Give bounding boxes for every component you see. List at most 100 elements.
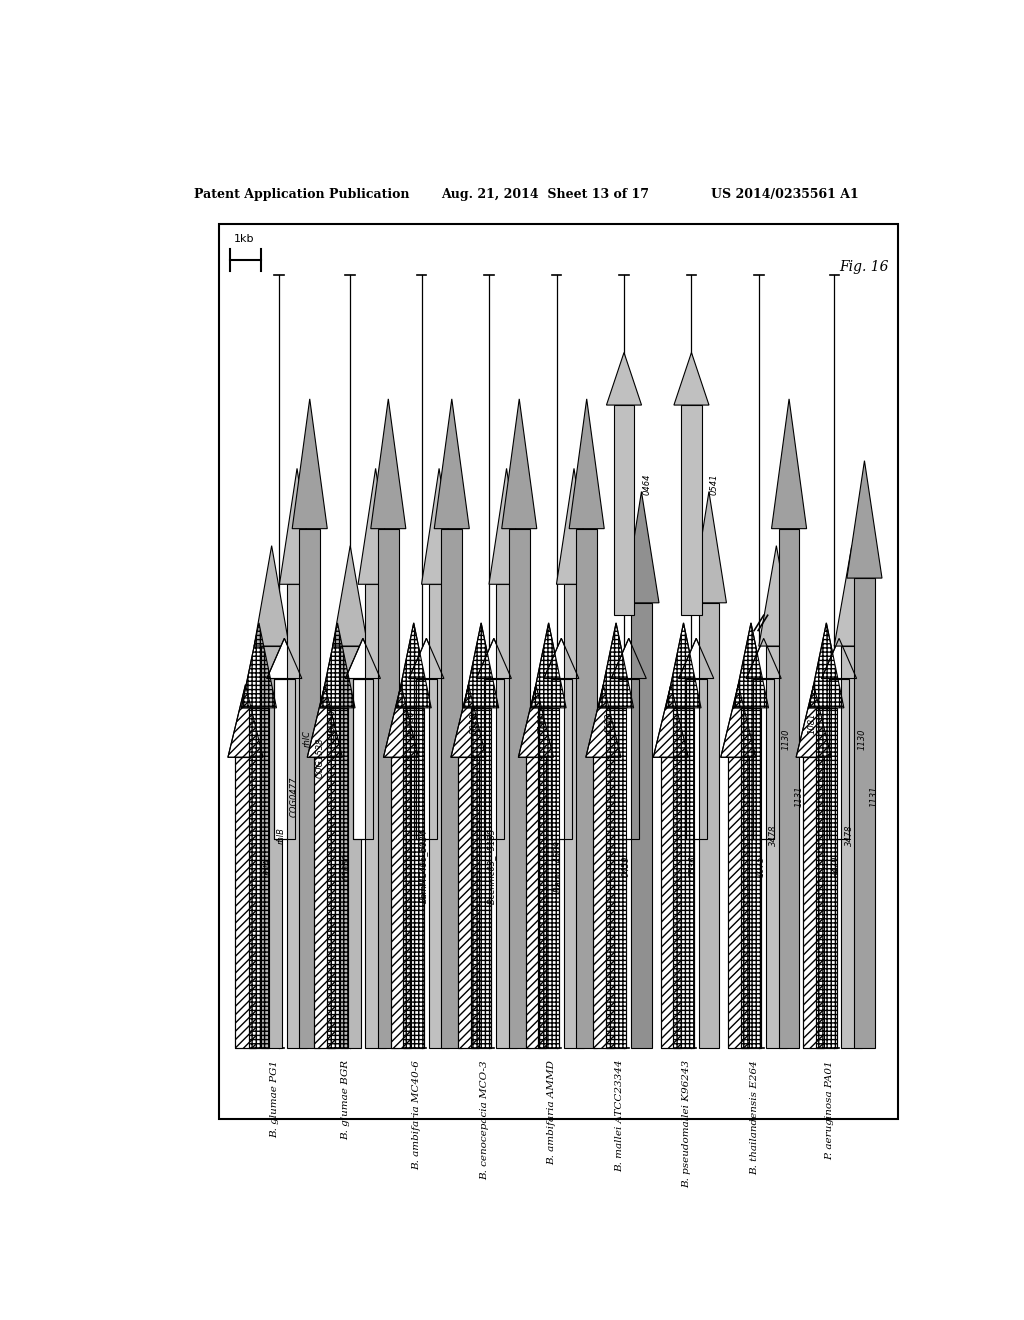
Bar: [816, 708, 837, 1048]
Bar: [754, 678, 774, 840]
Polygon shape: [396, 623, 431, 708]
Polygon shape: [345, 639, 381, 678]
Text: US 2014/0235561 A1: US 2014/0235561 A1: [712, 189, 859, 202]
Polygon shape: [531, 623, 566, 708]
Text: P. aeruginosa PA01: P. aeruginosa PA01: [825, 1060, 835, 1159]
Polygon shape: [733, 623, 769, 708]
Bar: [458, 758, 479, 1048]
Polygon shape: [476, 639, 511, 678]
Bar: [441, 528, 462, 1048]
Bar: [352, 678, 373, 840]
Bar: [458, 758, 479, 1048]
Text: rhlC: rhlC: [303, 730, 311, 747]
Text: B. pseudomallei K96243: B. pseudomallei K96243: [682, 1060, 691, 1188]
Text: 1075: 1075: [757, 855, 766, 876]
Bar: [804, 758, 824, 1048]
Bar: [842, 645, 862, 1048]
Bar: [261, 645, 282, 1048]
Bar: [618, 678, 639, 840]
Bar: [563, 585, 585, 1048]
Text: COG0477: COG0477: [290, 776, 299, 817]
Polygon shape: [409, 639, 444, 678]
Bar: [728, 758, 749, 1048]
Polygon shape: [383, 685, 419, 758]
Polygon shape: [674, 352, 709, 405]
Bar: [539, 708, 559, 1048]
Polygon shape: [598, 623, 634, 708]
Polygon shape: [267, 639, 302, 678]
Bar: [299, 528, 321, 1048]
Text: Fig. 16: Fig. 16: [839, 260, 888, 275]
Bar: [618, 678, 639, 840]
Polygon shape: [502, 399, 537, 528]
Bar: [778, 528, 800, 1048]
Polygon shape: [451, 685, 486, 758]
Polygon shape: [254, 545, 289, 645]
Bar: [340, 645, 360, 1048]
Bar: [236, 758, 256, 1048]
Text: 1081: 1081: [807, 713, 816, 734]
Bar: [328, 708, 348, 1048]
Polygon shape: [721, 685, 756, 758]
Bar: [551, 678, 571, 840]
Bar: [681, 405, 701, 615]
Bar: [287, 585, 307, 1048]
Bar: [804, 758, 824, 1048]
Polygon shape: [556, 469, 592, 585]
Text: 0536: 0536: [689, 855, 698, 876]
Bar: [525, 758, 546, 1048]
Text: BamMC406_5034: BamMC406_5034: [419, 829, 428, 903]
Bar: [483, 678, 504, 840]
Bar: [854, 578, 874, 1048]
Polygon shape: [835, 545, 869, 645]
Text: Patent Application Publication: Patent Application Publication: [194, 189, 410, 202]
Polygon shape: [307, 685, 342, 758]
Bar: [686, 678, 707, 840]
Bar: [539, 708, 559, 1048]
Polygon shape: [666, 623, 701, 708]
Bar: [828, 678, 849, 840]
Bar: [497, 585, 517, 1048]
Bar: [483, 678, 504, 840]
Bar: [673, 708, 694, 1048]
Bar: [631, 603, 651, 1048]
Text: Aug. 21, 2014  Sheet 13 of 17: Aug. 21, 2014 Sheet 13 of 17: [441, 189, 649, 202]
Bar: [660, 758, 681, 1048]
Bar: [416, 678, 436, 840]
Bar: [593, 758, 613, 1048]
Bar: [416, 678, 436, 840]
Bar: [249, 708, 269, 1048]
Text: COG1566: COG1566: [328, 704, 337, 743]
Polygon shape: [371, 399, 406, 528]
Bar: [525, 758, 546, 1048]
Bar: [378, 528, 398, 1048]
Text: rhlB: rhlB: [278, 826, 286, 843]
Bar: [613, 405, 634, 615]
Bar: [740, 708, 761, 1048]
Text: B. glumae PG1: B. glumae PG1: [269, 1060, 279, 1138]
Bar: [391, 758, 412, 1048]
Polygon shape: [606, 352, 642, 405]
Polygon shape: [586, 685, 621, 758]
Text: 1kb: 1kb: [233, 234, 254, 244]
Polygon shape: [228, 685, 263, 758]
Bar: [740, 708, 761, 1048]
Text: 0459: 0459: [622, 855, 631, 876]
Polygon shape: [569, 399, 604, 528]
Bar: [314, 758, 335, 1048]
Polygon shape: [821, 639, 857, 678]
Text: 5191: 5191: [538, 713, 547, 734]
Polygon shape: [847, 461, 882, 578]
Bar: [593, 758, 613, 1048]
Bar: [698, 603, 719, 1048]
Text: 0464: 0464: [642, 473, 651, 495]
Polygon shape: [746, 639, 781, 678]
Text: 3478: 3478: [769, 825, 778, 846]
Text: 1131: 1131: [795, 785, 804, 808]
Polygon shape: [691, 491, 726, 603]
Bar: [551, 678, 571, 840]
Bar: [606, 708, 627, 1048]
Bar: [686, 678, 707, 840]
Bar: [403, 708, 424, 1048]
Bar: [274, 678, 295, 840]
